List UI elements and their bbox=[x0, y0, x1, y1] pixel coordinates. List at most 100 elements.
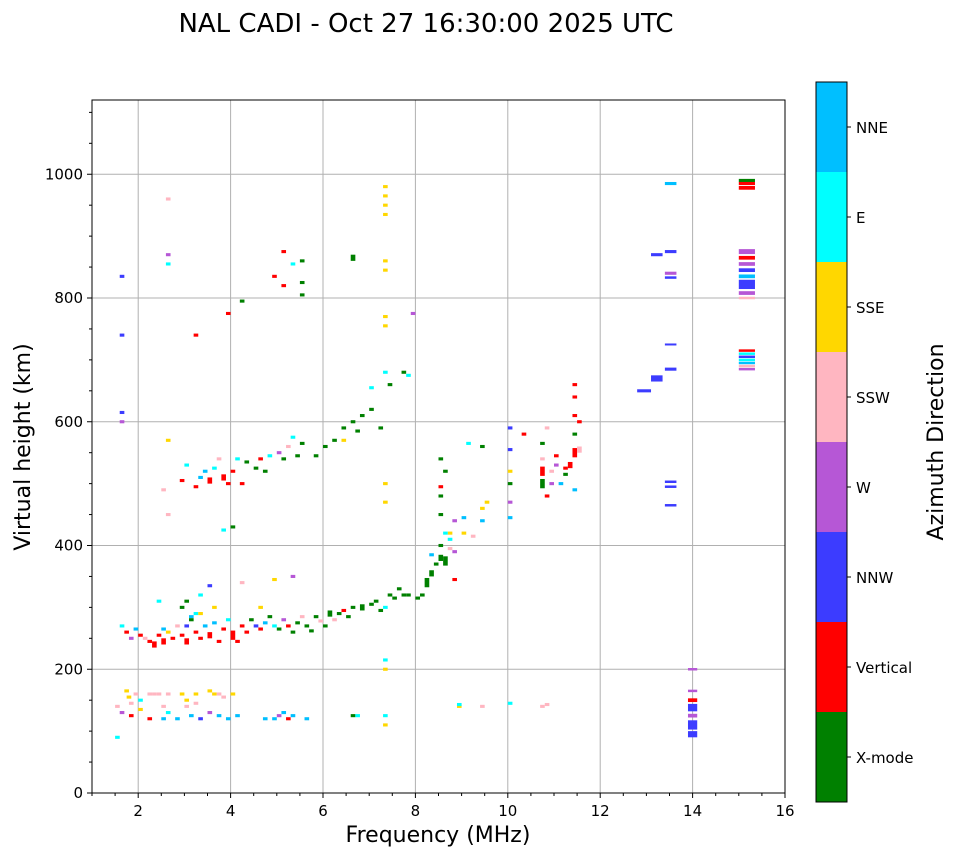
data-point-ssw bbox=[216, 692, 222, 696]
grid bbox=[92, 100, 785, 793]
data-point-e bbox=[738, 352, 755, 355]
data-point-x-mode bbox=[313, 454, 319, 458]
data-point-sse bbox=[383, 500, 388, 504]
data-point-e bbox=[355, 714, 360, 718]
colorbar-label: E bbox=[856, 209, 865, 227]
data-point-nne bbox=[133, 627, 139, 631]
y-tick-label: 800 bbox=[54, 289, 83, 307]
data-point-e bbox=[184, 463, 190, 467]
data-point-sse bbox=[207, 689, 213, 693]
data-point-nne bbox=[175, 717, 180, 721]
data-point-e bbox=[383, 605, 388, 609]
data-point-x-mode bbox=[281, 457, 287, 461]
data-point-e bbox=[507, 701, 513, 705]
colorbar-label: NNW bbox=[856, 569, 893, 587]
data-point-vertical bbox=[207, 477, 213, 484]
data-point-x-mode bbox=[299, 441, 305, 445]
data-point-x-mode bbox=[262, 469, 268, 473]
data-point-sse bbox=[126, 695, 132, 699]
data-point-w bbox=[687, 689, 698, 693]
data-point-sse bbox=[383, 194, 388, 198]
data-point-ssw bbox=[152, 692, 157, 696]
colorbar-segment bbox=[816, 532, 847, 622]
data-point-nnw bbox=[119, 333, 125, 337]
y-tick-label: 600 bbox=[54, 413, 83, 431]
data-point-nnw bbox=[198, 717, 203, 721]
data-point-ssw bbox=[161, 488, 166, 492]
data-point-e bbox=[369, 386, 374, 390]
data-point-x-mode bbox=[267, 615, 273, 619]
data-point-vertical bbox=[225, 482, 231, 486]
data-point-vertical bbox=[225, 311, 231, 316]
data-point-nne bbox=[212, 621, 217, 625]
data-point-x-mode bbox=[443, 469, 448, 473]
data-point-x-mode bbox=[369, 407, 374, 411]
data-point-x-mode bbox=[438, 494, 444, 498]
plot-frame bbox=[91, 99, 786, 794]
data-point-vertical bbox=[193, 333, 199, 337]
x-tick-label: 4 bbox=[226, 802, 236, 820]
data-point-vertical bbox=[567, 461, 573, 469]
data-point-w bbox=[507, 500, 513, 504]
data-point-w bbox=[281, 618, 287, 622]
data-point-vertical bbox=[235, 639, 240, 643]
data-point-ssw bbox=[156, 692, 162, 696]
data-point-sse bbox=[138, 707, 143, 712]
y-tick-label: 200 bbox=[54, 660, 83, 678]
data-point-nnw bbox=[664, 276, 677, 279]
colorbar: X-mode Vertical NNW W SSW SSE E NNE bbox=[815, 81, 913, 803]
data-point-vertical bbox=[738, 186, 755, 190]
data-point-x-mode bbox=[378, 608, 384, 613]
data-point-vertical bbox=[193, 485, 199, 489]
data-point-sse bbox=[383, 324, 388, 328]
data-points bbox=[115, 178, 755, 739]
data-point-ssw bbox=[239, 581, 245, 585]
data-point-e bbox=[443, 531, 448, 535]
data-point-x-mode bbox=[299, 293, 305, 297]
data-point-x-mode bbox=[350, 254, 356, 261]
data-point-nne bbox=[262, 621, 268, 625]
data-point-nne bbox=[429, 553, 434, 557]
data-point-x-mode bbox=[507, 482, 513, 486]
data-point-e bbox=[221, 528, 226, 532]
data-point-nne bbox=[461, 516, 467, 520]
data-point-nne bbox=[262, 717, 268, 721]
data-point-vertical bbox=[563, 466, 568, 470]
data-point-x-mode bbox=[401, 593, 407, 597]
data-point-nnw bbox=[507, 426, 513, 430]
data-point-x-mode bbox=[438, 554, 444, 561]
data-point-sse bbox=[341, 438, 347, 442]
data-point-vertical bbox=[452, 577, 457, 582]
data-point-e bbox=[138, 698, 143, 702]
colorbar-label: SSE bbox=[856, 299, 885, 317]
colorbar-segment bbox=[816, 172, 847, 262]
data-point-e bbox=[156, 599, 162, 603]
data-point-nne bbox=[235, 714, 240, 718]
data-point-nne bbox=[161, 627, 166, 631]
data-point-x-mode bbox=[323, 624, 328, 628]
data-point-vertical bbox=[286, 717, 291, 721]
data-point-nnw bbox=[738, 268, 755, 273]
data-point-nnw bbox=[664, 485, 677, 488]
data-point-x-mode bbox=[359, 414, 365, 418]
data-point-x-mode bbox=[346, 615, 351, 619]
data-point-ssw bbox=[470, 534, 476, 538]
data-point-vertical bbox=[230, 469, 236, 473]
data-point-sse bbox=[258, 605, 263, 609]
colorbar-label: Vertical bbox=[856, 659, 912, 677]
data-point-ssw bbox=[184, 704, 190, 708]
data-point-w bbox=[738, 367, 755, 371]
data-point-vertical bbox=[341, 608, 347, 613]
data-point-nne bbox=[202, 469, 208, 473]
data-point-x-mode bbox=[420, 593, 425, 597]
data-point-vertical bbox=[738, 255, 755, 260]
data-point-x-mode bbox=[396, 587, 402, 591]
data-point-sse bbox=[272, 577, 277, 582]
data-point-ssw bbox=[549, 469, 554, 473]
data-point-e bbox=[447, 537, 453, 541]
data-point-nnw bbox=[253, 624, 259, 628]
data-point-vertical bbox=[286, 624, 291, 628]
data-point-nne bbox=[189, 615, 194, 619]
data-point-ssw bbox=[133, 692, 139, 696]
